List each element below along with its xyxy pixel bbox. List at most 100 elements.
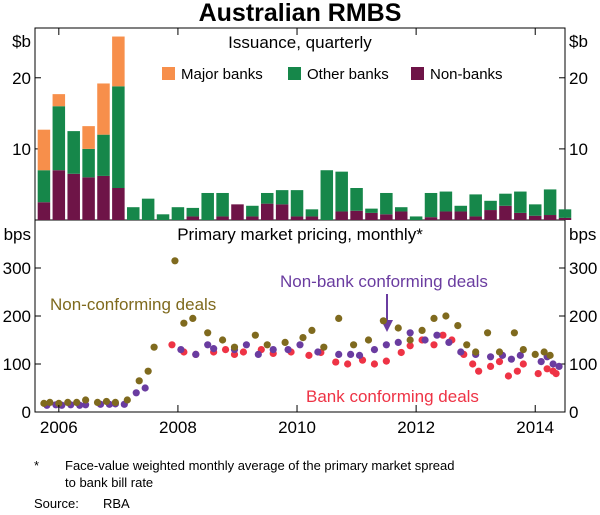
point-non-conforming [510,329,518,337]
bar-other-banks [394,207,408,212]
bar-other-banks [112,86,125,188]
bar-other-banks [469,194,482,217]
bar-non-banks [52,170,66,220]
bar-major-banks [82,126,95,149]
bar-non-banks [454,211,468,220]
point-non-conforming [46,398,54,406]
point-non-conforming [540,348,548,356]
bar-non-banks [275,204,289,220]
annotation-bank-conforming: Bank conforming deals [306,387,479,406]
bar-non-banks [439,211,453,220]
bottom-ytick-label-left: 200 [3,307,31,326]
bar-non-banks [543,215,557,220]
bar-other-banks [528,204,542,216]
footnote-marker: * [34,458,40,473]
point-non-bank-conforming [537,358,545,366]
bottom-panel-unit-left: bps [4,225,31,244]
source-label: Source: [34,496,79,511]
point-non-bank-conforming [370,346,379,354]
point-bank-conforming [495,358,504,366]
bar-other-banks [82,148,95,178]
point-non-bank-conforming [204,341,212,349]
point-non-bank-conforming [254,350,262,358]
point-non-conforming [519,346,527,354]
point-non-bank-conforming [177,346,185,354]
point-non-bank-conforming [141,384,149,392]
top-ytick-label-right: 20 [569,69,588,88]
point-non-bank-conforming [242,341,251,349]
bar-non-banks [484,210,497,220]
bar-other-banks [350,188,363,211]
top-ytick-label-left: 10 [12,140,31,159]
point-bank-conforming [382,357,390,365]
point-bank-conforming [475,367,483,375]
bar-major-banks [112,36,125,87]
bar-other-banks [216,192,229,217]
bar-other-banks [454,205,468,212]
bar-other-banks [275,190,289,205]
xtick-label: 2008 [159,418,197,437]
point-non-conforming [55,399,63,407]
point-non-bank-conforming [421,336,429,344]
point-bank-conforming [430,341,438,349]
annotation-non-bank-conforming: Non-bank conforming deals [280,272,488,291]
bottom-ytick-label-right: 200 [569,307,597,326]
point-non-bank-conforming [433,331,441,339]
legend-label-non-banks: Non-banks [430,66,503,83]
point-non-conforming [102,397,111,406]
bar-other-banks [543,189,557,216]
bar-other-banks [127,207,140,220]
bottom-ytick-label-right: 100 [569,355,597,374]
bar-non-banks [246,216,259,220]
bar-other-banks [156,214,170,220]
bar-other-banks [409,216,423,220]
xtick-label: 2012 [397,418,435,437]
bar-non-banks [186,216,200,220]
point-bank-conforming [221,346,230,354]
point-non-conforming [320,343,328,351]
bar-other-banks [260,192,274,204]
top-panel-unit-right: $b [569,32,588,51]
point-non-bank-conforming [549,360,557,368]
bottom-panel-title: Primary market pricing, monthly* [177,225,423,244]
point-non-conforming [135,377,143,385]
bar-other-banks [67,131,80,174]
point-non-conforming [394,324,402,332]
bottom-panel-unit-right: bps [569,225,596,244]
point-bank-conforming [519,360,527,368]
bottom-ytick-label-left: 100 [3,355,31,374]
legend-swatch-non-banks [411,67,424,80]
point-non-conforming [281,338,289,346]
bar-non-banks [260,203,274,220]
legend: Major banks Other banks Non-banks [162,66,503,83]
point-non-conforming [454,322,462,330]
point-non-bank-conforming [355,351,364,359]
bar-other-banks [290,190,304,217]
bar-other-banks [439,191,453,212]
bar-non-banks [394,211,408,220]
top-ytick-label-right: 10 [569,140,588,159]
point-non-conforming [150,343,158,351]
point-non-conforming [73,398,81,406]
bar-other-banks [141,198,155,220]
bar-non-banks [469,216,482,220]
bottom-ytick-label-right: 0 [569,403,578,422]
bar-non-banks [97,175,110,220]
point-non-conforming [472,348,480,356]
point-non-conforming [308,326,316,334]
footnote-line-1: Face-value weighted monthly average of t… [65,458,455,473]
xtick-label: 2014 [516,418,554,437]
point-non-bank-conforming [210,345,218,353]
bar-major-banks [52,94,66,107]
point-non-conforming [263,341,271,349]
point-non-conforming [349,341,358,349]
bar-other-banks [424,192,438,218]
bar-major-banks [37,129,51,171]
bar-non-banks [499,205,512,220]
point-non-conforming [204,329,212,337]
point-non-conforming [406,336,414,344]
point-non-conforming [495,348,504,356]
point-bank-conforming [552,370,560,378]
point-bank-conforming [168,341,176,349]
point-non-bank-conforming [445,338,453,346]
